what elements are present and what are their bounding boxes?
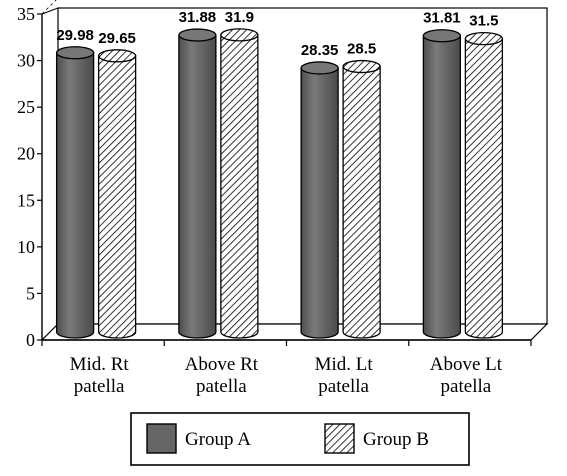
- data-label: 28.35: [301, 42, 339, 59]
- y-tick-label: 35: [17, 4, 35, 24]
- bar-body: [97, 55, 137, 339]
- x-tick-label: Above Rt patella: [185, 354, 259, 397]
- y-tick-label: 30: [17, 51, 35, 71]
- bar-top: [342, 59, 381, 74]
- bar-top: [97, 49, 137, 63]
- bar-body: [464, 37, 504, 339]
- bar-top: [178, 28, 217, 42]
- bar-top: [300, 61, 339, 75]
- data-label: 29.65: [98, 30, 136, 47]
- bar-body: [300, 67, 339, 339]
- legend-swatch: [146, 423, 177, 454]
- x-tick-label-line: Above Lt: [430, 354, 503, 375]
- data-label: 31.81: [423, 10, 461, 27]
- x-tick-label-line: Above Rt: [185, 354, 259, 375]
- bar-group-a: [178, 28, 217, 339]
- data-label: 31.88: [179, 9, 217, 26]
- y-tick-label: 0: [26, 330, 35, 350]
- y-tick-label: 25: [17, 97, 35, 117]
- y-tick-label: 10: [17, 237, 35, 257]
- legend-swatch: [324, 423, 355, 454]
- bar-group-b: [97, 49, 137, 339]
- x-tick-label: Above Lt patella: [430, 354, 503, 397]
- legend-label: Group B: [363, 429, 429, 450]
- bar-group-b: [464, 31, 504, 339]
- x-tick-label: Mid. Rt patella: [70, 354, 130, 397]
- data-label: 31.9: [225, 9, 254, 26]
- y-tick-label: 5: [26, 283, 35, 303]
- bar-body: [342, 65, 381, 339]
- data-label: 28.5: [347, 41, 376, 58]
- bar-group-a: [422, 29, 462, 339]
- bar-body: [178, 34, 217, 339]
- legend-box: [130, 412, 470, 466]
- data-labels: 29.98 29.65 31.88 31.9 28.35 28.5 31.81 31.5: [56, 9, 498, 59]
- y-axis: 0 5 10 15 20 25 30 35: [17, 4, 43, 350]
- bar-top: [464, 31, 504, 46]
- data-label: 29.98: [56, 27, 94, 44]
- x-tick-label-line: patella: [74, 376, 125, 397]
- bar-body: [422, 35, 462, 339]
- x-tick-label-line: patella: [441, 376, 492, 397]
- data-label: 31.5: [469, 13, 498, 30]
- x-tick-label-line: Mid. Lt: [315, 354, 374, 375]
- bar-group-b: [342, 59, 381, 339]
- legend: Group A Group B: [130, 412, 470, 466]
- bar-group-a: [55, 46, 95, 339]
- y-tick-label: 20: [17, 144, 35, 164]
- bar-top: [422, 29, 462, 43]
- bar-top: [55, 46, 95, 60]
- legend-label: Group A: [185, 429, 251, 450]
- gridline: [41, 0, 57, 15]
- bar-body: [220, 34, 259, 339]
- x-tick-label-line: patella: [196, 376, 247, 397]
- x-tick-label-line: patella: [318, 376, 369, 397]
- bar-group-a: [300, 61, 339, 339]
- bar-group-b: [220, 28, 259, 339]
- x-tick-label-line: Mid. Rt: [70, 354, 130, 375]
- side-wall: [41, 7, 59, 342]
- bars: [55, 28, 504, 339]
- y-tick-label: 15: [17, 190, 35, 210]
- bar-body: [55, 52, 95, 339]
- bar-top: [220, 28, 259, 42]
- x-tick-label: Mid. Lt patella: [315, 354, 374, 397]
